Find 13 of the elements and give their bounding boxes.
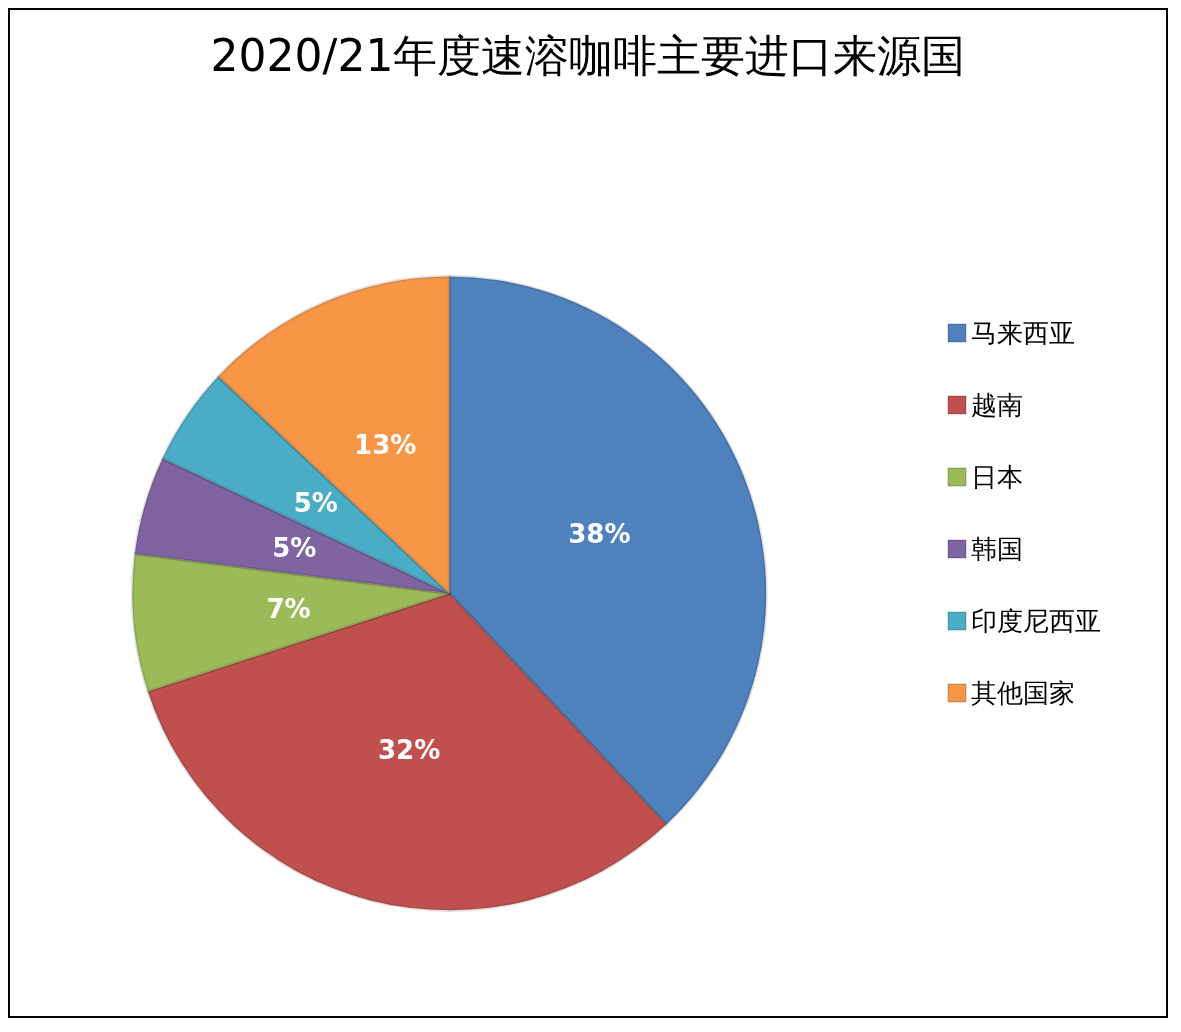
data-label: 7% xyxy=(266,593,311,624)
data-label: 38% xyxy=(568,519,631,550)
data-label: 5% xyxy=(293,487,338,518)
data-label: 32% xyxy=(378,734,441,765)
legend-label: 韩国 xyxy=(971,534,1023,564)
legend-label: 越南 xyxy=(971,390,1023,420)
data-label: 13% xyxy=(354,430,417,461)
legend-label: 印度尼西亚 xyxy=(971,606,1101,636)
legend-label: 马来西亚 xyxy=(971,318,1075,348)
legend-label: 其他国家 xyxy=(971,678,1075,708)
legend-label: 日本 xyxy=(971,462,1023,492)
chart-title: 2020/21年度速溶咖啡主要进口来源国 xyxy=(210,29,966,81)
data-label: 5% xyxy=(272,533,317,564)
